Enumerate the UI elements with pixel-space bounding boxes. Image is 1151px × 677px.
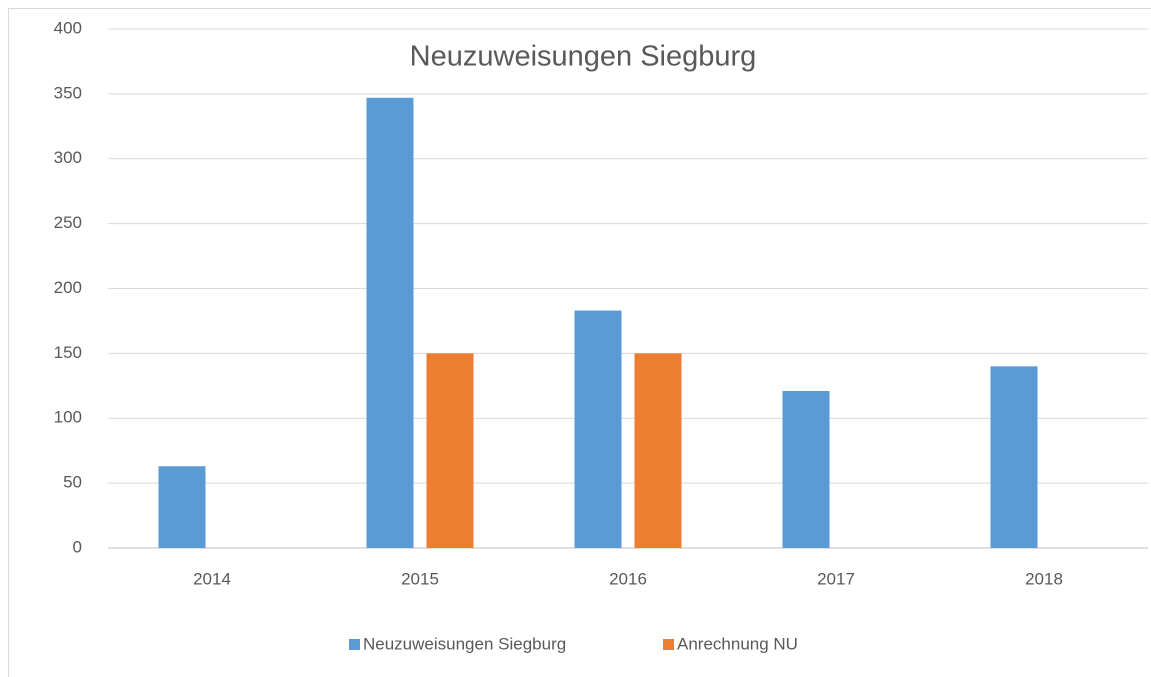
y-tick-label: 200 bbox=[54, 278, 82, 297]
y-tick-label: 300 bbox=[54, 148, 82, 167]
legend-label: Neuzuweisungen Siegburg bbox=[363, 634, 566, 653]
bar bbox=[634, 353, 682, 548]
bar bbox=[426, 353, 474, 548]
bar bbox=[366, 97, 414, 548]
y-tick-label: 50 bbox=[63, 473, 82, 492]
chart-title: Neuzuweisungen Siegburg bbox=[410, 41, 757, 73]
legend-swatch bbox=[349, 639, 360, 650]
x-tick-label: 2014 bbox=[193, 569, 231, 588]
y-tick-label: 400 bbox=[54, 18, 82, 37]
y-tick-label: 0 bbox=[73, 537, 82, 556]
x-tick-label: 2016 bbox=[609, 569, 647, 588]
legend-label: Anrechnung NU bbox=[677, 634, 798, 653]
y-tick-label: 350 bbox=[54, 83, 82, 102]
x-tick-label: 2015 bbox=[401, 569, 439, 588]
bar bbox=[990, 366, 1038, 548]
x-tick-label: 2017 bbox=[817, 569, 855, 588]
x-tick-label: 2018 bbox=[1025, 569, 1063, 588]
y-tick-label: 150 bbox=[54, 343, 82, 362]
bar bbox=[574, 310, 622, 548]
legend-swatch bbox=[663, 639, 674, 650]
chart-border bbox=[8, 8, 1151, 677]
y-tick-label: 250 bbox=[54, 213, 82, 232]
bar bbox=[158, 466, 206, 548]
y-tick-label: 100 bbox=[54, 408, 82, 427]
bar bbox=[782, 391, 830, 548]
